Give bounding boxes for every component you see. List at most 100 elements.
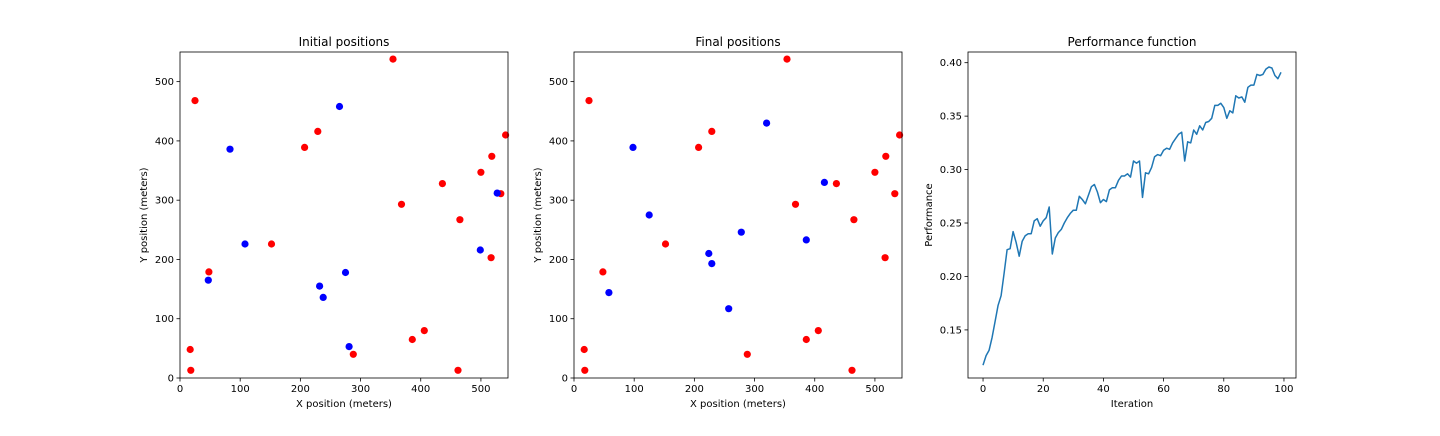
y-tick-label: 0.20 — [940, 272, 962, 283]
red-point — [581, 367, 588, 374]
blue-point — [226, 146, 233, 153]
x-tick-label: 200 — [291, 384, 310, 395]
red-point — [456, 216, 463, 223]
red-point — [389, 56, 396, 63]
blue-point — [316, 283, 323, 290]
red-point — [792, 201, 799, 208]
y-tick-label: 400 — [549, 136, 568, 147]
red-point — [205, 268, 212, 275]
blue-point — [477, 246, 484, 253]
red-point — [833, 180, 840, 187]
performance-function-chart: 0 20 40 60 80 1000.150.200.250.300.350.40Perf… — [924, 35, 1296, 410]
y-tick-label: 400 — [155, 136, 174, 147]
y-tick-label: 300 — [155, 196, 174, 207]
blue-point — [346, 343, 353, 350]
red-point — [882, 254, 889, 261]
axes-frame — [574, 52, 902, 378]
x-tick-label: 60 — [1157, 384, 1170, 395]
red-point — [488, 153, 495, 160]
red-point — [268, 240, 275, 247]
y-axis-label: Y position (meters) — [533, 167, 544, 263]
y-axis-label: Performance — [924, 183, 935, 246]
x-axis-label: X position (meters) — [690, 399, 786, 410]
blue-point — [821, 179, 828, 186]
blue-point — [241, 240, 248, 247]
x-tick-label: 500 — [865, 384, 884, 395]
red-point — [891, 190, 898, 197]
blue-point — [605, 289, 612, 296]
red-point — [882, 153, 889, 160]
red-point — [439, 180, 446, 187]
red-point — [350, 351, 357, 358]
chart-title: Initial positions — [299, 35, 390, 49]
x-tick-label: 20 — [1037, 384, 1050, 395]
blue-point — [725, 305, 732, 312]
x-axis-label: Iteration — [1111, 399, 1153, 410]
red-point — [744, 351, 751, 358]
x-tick-label: 0 — [177, 384, 183, 395]
axes-frame — [180, 52, 508, 378]
x-tick-label: 200 — [685, 384, 704, 395]
blue-point — [320, 294, 327, 301]
blue-point — [205, 277, 212, 284]
red-point — [301, 144, 308, 151]
red-point — [409, 336, 416, 343]
red-point — [191, 97, 198, 104]
final-positions-chart: 0 100 200 300 400 500 0 100 200 300 400 500 Final po… — [533, 35, 903, 410]
red-point — [477, 169, 484, 176]
x-tick-label: 400 — [805, 384, 824, 395]
chart-title: Performance function — [1068, 35, 1197, 49]
red-point — [662, 240, 669, 247]
y-tick-label: 100 — [549, 314, 568, 325]
red-point — [585, 97, 592, 104]
y-tick-label: 100 — [155, 314, 174, 325]
red-point — [871, 169, 878, 176]
y-tick-label: 300 — [549, 196, 568, 207]
red-point — [803, 336, 810, 343]
red-point — [695, 144, 702, 151]
x-tick-label: 100 — [1274, 384, 1293, 395]
y-tick-label: 500 — [549, 77, 568, 88]
blue-point — [738, 229, 745, 236]
x-tick-label: 500 — [471, 384, 490, 395]
y-tick-label: 0 — [168, 374, 174, 385]
x-tick-label: 80 — [1217, 384, 1230, 395]
y-tick-label: 0.15 — [940, 325, 962, 336]
x-tick-label: 0 — [571, 384, 577, 395]
y-tick-label: 0 — [562, 374, 568, 385]
blue-point — [708, 260, 715, 267]
x-tick-label: 100 — [625, 384, 644, 395]
y-tick-label: 200 — [155, 255, 174, 266]
blue-point — [646, 211, 653, 218]
y-tick-label: 500 — [155, 77, 174, 88]
red-point — [398, 201, 405, 208]
red-point — [488, 254, 495, 261]
red-point — [850, 216, 857, 223]
red-point — [187, 346, 194, 353]
red-point — [599, 268, 606, 275]
y-tick-label: 0.35 — [940, 112, 962, 123]
red-point — [421, 327, 428, 334]
y-axis-label: Y position (meters) — [139, 167, 150, 263]
blue-point — [803, 236, 810, 243]
x-axis-label: X position (meters) — [296, 399, 392, 410]
x-tick-label: 40 — [1097, 384, 1110, 395]
red-point — [187, 367, 194, 374]
x-tick-label: 100 — [231, 384, 250, 395]
performance-line — [983, 67, 1281, 365]
x-tick-label: 400 — [411, 384, 430, 395]
blue-point — [342, 269, 349, 276]
y-tick-label: 200 — [549, 255, 568, 266]
initial-positions-chart: 0 100 200 300 400 500 0 100 200 300 400 500 Initial … — [139, 35, 509, 410]
x-tick-label: 300 — [745, 384, 764, 395]
blue-point — [763, 120, 770, 127]
y-tick-label: 0.25 — [940, 219, 962, 230]
y-tick-label: 0.40 — [940, 58, 962, 69]
blue-point — [336, 103, 343, 110]
chart-title: Final positions — [695, 35, 780, 49]
red-point — [314, 128, 321, 135]
x-tick-label: 300 — [351, 384, 370, 395]
red-point — [848, 367, 855, 374]
